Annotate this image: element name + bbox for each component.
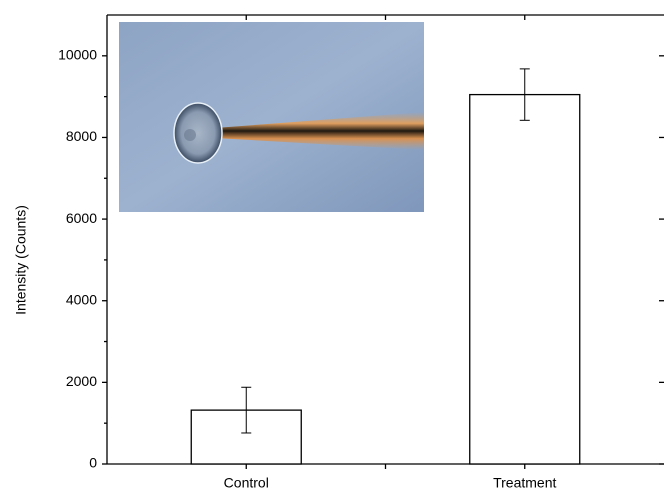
y-tick-label: 6000 <box>66 210 97 226</box>
y-tick-label: 10000 <box>58 47 97 63</box>
y-axis-label: Intensity (Counts) <box>13 205 29 315</box>
y-tick-label: 4000 <box>66 291 97 307</box>
x-tick-label: Treatment <box>493 475 556 491</box>
inset-image <box>119 22 424 212</box>
bar <box>469 93 581 465</box>
y-tick-label: 8000 <box>66 128 97 144</box>
y-tick-label: 0 <box>89 455 97 471</box>
x-tick-label: Control <box>224 475 269 491</box>
y-tick-label: 2000 <box>66 373 97 389</box>
